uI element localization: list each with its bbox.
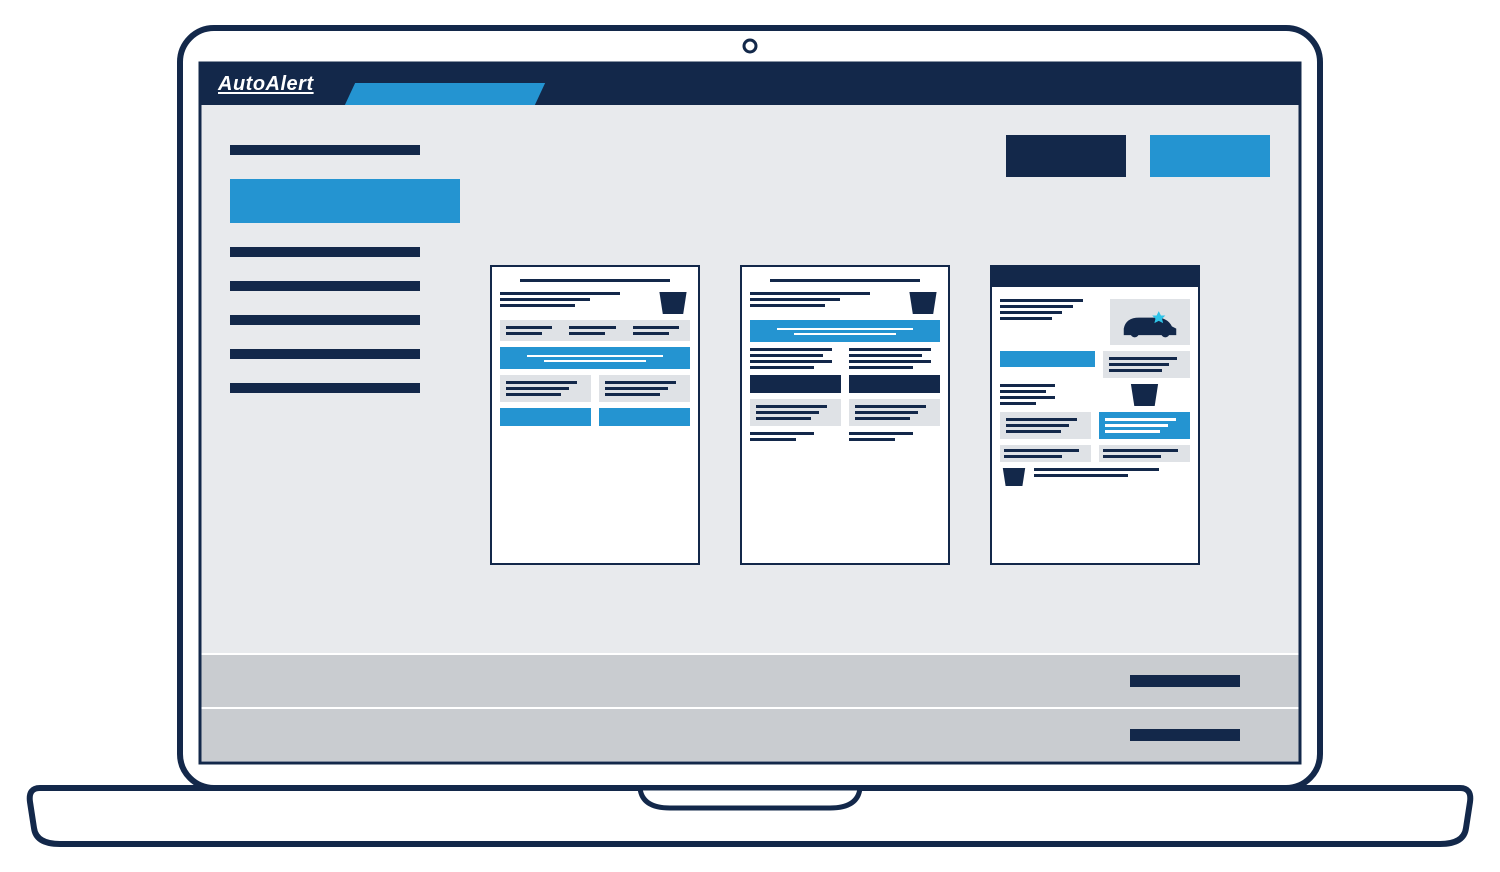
app-screen: AutoAlert [200,63,1300,763]
laptop-mockup: AutoAlert [20,16,1480,856]
template-gallery [490,265,1270,565]
footer-row[interactable] [200,653,1300,707]
cta-block [1099,412,1190,439]
car-thumbnail [1110,299,1190,345]
placeholder-icon [906,292,940,314]
sidebar-item[interactable] [230,383,420,393]
sidebar-nav [230,135,460,643]
template-card-a[interactable] [490,265,700,565]
sidebar-item[interactable] [230,349,420,359]
sidebar-item[interactable] [230,281,420,291]
placeholder-icon [656,292,690,314]
accent-band [750,320,940,342]
secondary-action-button[interactable] [1150,135,1270,177]
sidebar-item[interactable] [230,145,420,155]
sidebar-item[interactable] [230,247,420,257]
sidebar-item[interactable] [230,315,420,325]
brand-logo: AutoAlert [218,73,314,96]
primary-action-button[interactable] [1006,135,1126,177]
action-buttons [1006,135,1270,177]
top-nav-bar: AutoAlert [200,63,1300,105]
footer-list [200,653,1300,761]
sidebar-item-active[interactable] [230,179,460,223]
main-panel [490,135,1270,643]
accent-band [500,347,690,369]
active-tab-indicator[interactable] [345,83,545,105]
footer-row[interactable] [200,707,1300,761]
template-card-b[interactable] [740,265,950,565]
template-card-c[interactable] [990,265,1200,565]
